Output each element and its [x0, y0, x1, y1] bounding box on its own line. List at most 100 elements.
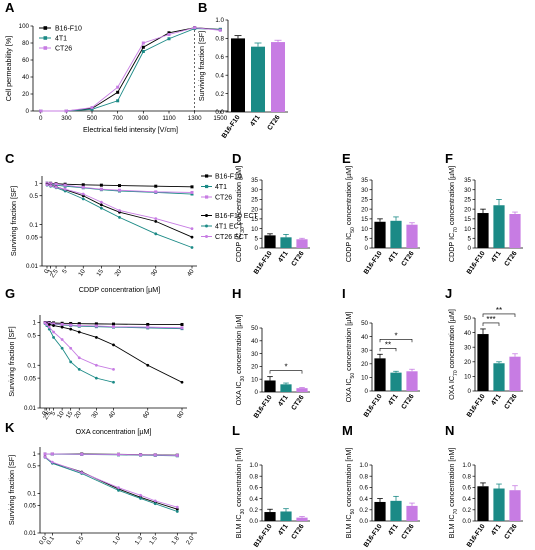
data-point	[77, 322, 81, 326]
bar-B16-F10	[374, 501, 386, 521]
panel-F-ytick-label: 30	[464, 187, 471, 194]
bar-4T1	[390, 500, 402, 521]
category-label: 4T1	[387, 250, 400, 264]
bar-4T1	[390, 372, 402, 391]
category-label: 4T1	[387, 523, 400, 537]
category-label: B16-F10	[466, 523, 487, 549]
panel-C-xtick-label: 15	[95, 268, 105, 278]
panel-G-xtick-label: 60	[142, 410, 152, 420]
panel-label-A: A	[5, 0, 15, 15]
bar-CT26	[509, 214, 521, 248]
data-point	[117, 452, 120, 456]
data-point	[94, 376, 98, 380]
panel-E-ytick-label: 25	[361, 197, 368, 204]
panel-A-xtick-label: 300	[61, 115, 72, 122]
panel-H-ytick-label: 30	[251, 351, 258, 358]
panel-H-ytick-label: 0	[255, 389, 259, 396]
panel-A-ytick-label: 100	[19, 23, 30, 30]
panel-K-ytick-label: 0.5	[27, 463, 36, 470]
data-point	[167, 37, 171, 41]
significance-label: *	[394, 331, 397, 340]
panel-K-xtick-label: 0.5	[75, 535, 86, 547]
panel-F-ytick-label: 20	[464, 206, 471, 213]
series-line-CT26	[40, 27, 221, 112]
category-label: B16-F10	[466, 250, 487, 276]
bar-B16-F10	[477, 213, 489, 248]
panel-G-ytick-label: 0.5	[27, 333, 36, 340]
data-point	[47, 323, 51, 326]
data-point	[80, 471, 84, 474]
panel-I-ytick-label: 10	[361, 375, 368, 382]
data-point	[45, 183, 49, 187]
data-point	[112, 343, 115, 347]
panel-E: E 0 5 10 15 20 25 30 35 CDDP IC50 concentration […	[342, 151, 420, 276]
data-point	[167, 33, 171, 36]
series-line-B16-F10-ECT	[44, 322, 183, 383]
panel-J: J 0 10 20 30 40 50 OXA IC70 concentration [µM] B…	[445, 286, 523, 419]
data-point	[47, 325, 51, 329]
panel-label-L: L	[232, 423, 240, 438]
data-point	[77, 356, 81, 360]
data-point	[69, 321, 73, 325]
panel-label-K: K	[5, 420, 15, 435]
panel-K: K 0.01 0.05 0.1 0.5 1 Surviving fraction [SF] 0…	[5, 420, 197, 547]
panel-C-xlabel: CDDP concentration [µM]	[79, 285, 161, 294]
panel-A: A 0 20 40 60 80 100 Cell permeability [%] 0 300 50…	[4, 0, 228, 134]
data-point	[45, 323, 49, 326]
data-point	[50, 452, 54, 456]
panel-G-ytick-label: 1	[33, 320, 37, 327]
category-label: 4T1	[490, 393, 503, 407]
data-point	[52, 322, 56, 326]
panel-N-ytick-label: 0.0	[462, 518, 471, 525]
legend-swatch-marker	[205, 174, 209, 178]
panel-N-ytick-label: 0.4	[462, 496, 471, 503]
significance-bracket	[482, 322, 500, 326]
data-point	[118, 215, 121, 219]
panel-C-xtick-label: 2.5	[49, 268, 60, 280]
panel-G-xlabel: OXA concentration [µM]	[75, 427, 151, 436]
panel-M-ylabel: BLM IC50 concentration [nM]	[344, 448, 356, 539]
panel-C-xtick-label: 40	[186, 268, 196, 278]
data-point	[69, 323, 73, 327]
data-point	[39, 109, 43, 113]
data-point	[49, 184, 53, 187]
panel-G-xtick-label: 15	[65, 410, 75, 420]
legend-swatch-marker	[43, 36, 48, 40]
panel-H: H 0 10 20 30 40 50 OXA IC30 concentration [µM] B…	[232, 286, 310, 420]
data-point	[90, 106, 94, 110]
bar-B16-F10	[477, 334, 489, 391]
panel-L-ytick-label: 0.0	[249, 518, 258, 525]
panel-A-xtick-label: 500	[87, 115, 98, 122]
legend-swatch-marker	[205, 184, 209, 189]
panel-N-ylabel: BLM IC70 concentration [nM]	[447, 448, 459, 539]
category-label: CT26	[400, 523, 415, 541]
data-point	[180, 380, 184, 384]
data-point	[94, 324, 98, 328]
panel-H-ytick-label: 40	[251, 338, 258, 345]
legend-entry: B16-F10 ECT	[215, 213, 259, 220]
data-point	[193, 26, 197, 30]
data-point	[141, 41, 145, 45]
panel-C-ytick-label: 0.05	[26, 234, 39, 241]
panel-A-xtick-label: 1100	[162, 115, 176, 122]
bar-CT26	[406, 505, 418, 521]
data-point	[112, 325, 115, 329]
data-point	[154, 219, 158, 223]
legend-swatch-marker	[205, 235, 208, 238]
panel-D-ytick-label: 30	[251, 187, 258, 194]
panel-C-ylabel: Surviving fraction [SF]	[9, 186, 18, 256]
panel-K-xtick-label: 0.0	[38, 535, 49, 547]
category-label: B16-F10	[363, 393, 384, 419]
panel-H-ytick-label: 50	[251, 325, 258, 332]
panel-F-ytick-label: 5	[468, 235, 472, 242]
panel-N-ytick-label: 1.0	[462, 462, 471, 469]
data-point	[52, 330, 55, 334]
panel-K-ytick-label: 0.05	[24, 503, 37, 510]
panel-I-ylabel: OXA IC50 concentration [µM]	[344, 312, 356, 403]
panel-C-xtick-label: 20	[113, 268, 123, 278]
significance-bracket	[379, 338, 413, 343]
data-point	[60, 325, 64, 329]
panel-E-ytick-label: 10	[361, 226, 368, 233]
panel-label-G: G	[5, 286, 15, 301]
bar-B16-F10	[374, 221, 386, 248]
